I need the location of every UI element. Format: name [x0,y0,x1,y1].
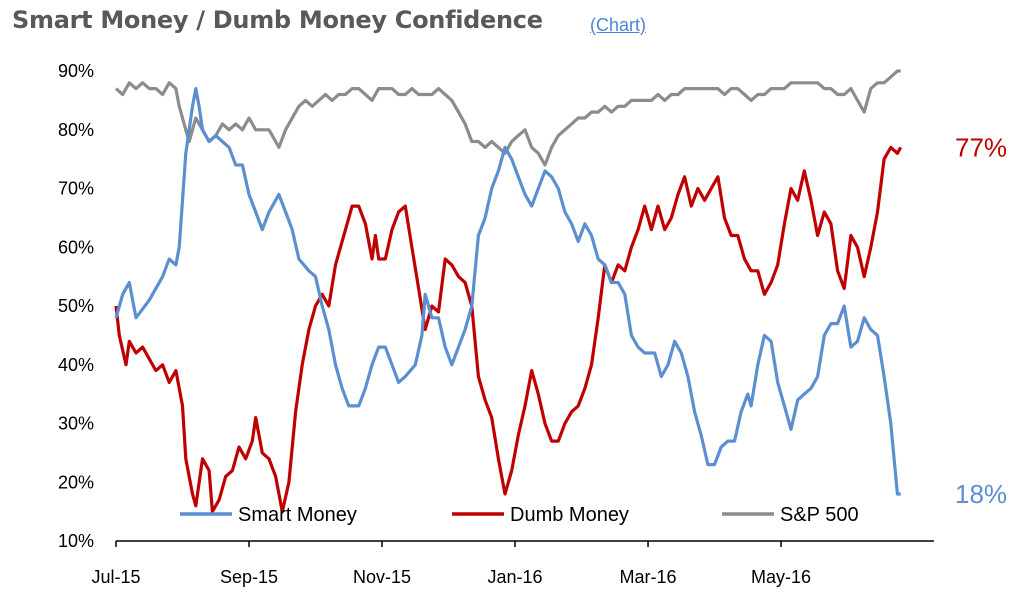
x-tick-label: Jul-15 [91,567,140,587]
x-tick-label: May-16 [751,567,811,587]
x-tick-label: Sep-15 [220,567,278,587]
series-layer [114,69,903,514]
end-value-label: 18% [955,479,1007,509]
y-tick-label: 20% [58,472,94,492]
legend: Smart Money Dumb Money S&P 500 [180,504,859,526]
series-line-s-p-500 [114,69,901,167]
series-line-dumb-money [114,145,903,514]
end-labels: 18% 77% [955,132,1007,509]
end-value-label: 77% [955,132,1007,162]
y-tick-label: 10% [58,531,94,551]
y-tick-label: 60% [58,237,94,257]
chart-link[interactable]: (Chart) [590,15,647,35]
chart-title: Smart Money / Dumb Money Confidence [12,6,543,34]
y-tick-label: 40% [58,355,94,375]
y-tick-label: 70% [58,179,94,199]
y-tick-label: 90% [58,61,94,81]
axes: 10% 20% 30% 40% 50% 60% 70% 80% 90% Jul-15 Sep-15 N… [58,61,934,587]
legend-label: Dumb Money [510,504,629,526]
y-tick-label: 50% [58,296,94,316]
legend-label: S&P 500 [780,504,859,526]
y-tick-label: 30% [58,414,94,434]
x-tick-label: Mar-16 [620,567,677,587]
series-line-smart-money [114,87,901,496]
y-tick-label: 80% [58,120,94,140]
x-tick-label: Jan-16 [488,567,543,587]
x-tick-label: Nov-15 [353,567,411,587]
legend-label: Smart Money [238,504,357,526]
